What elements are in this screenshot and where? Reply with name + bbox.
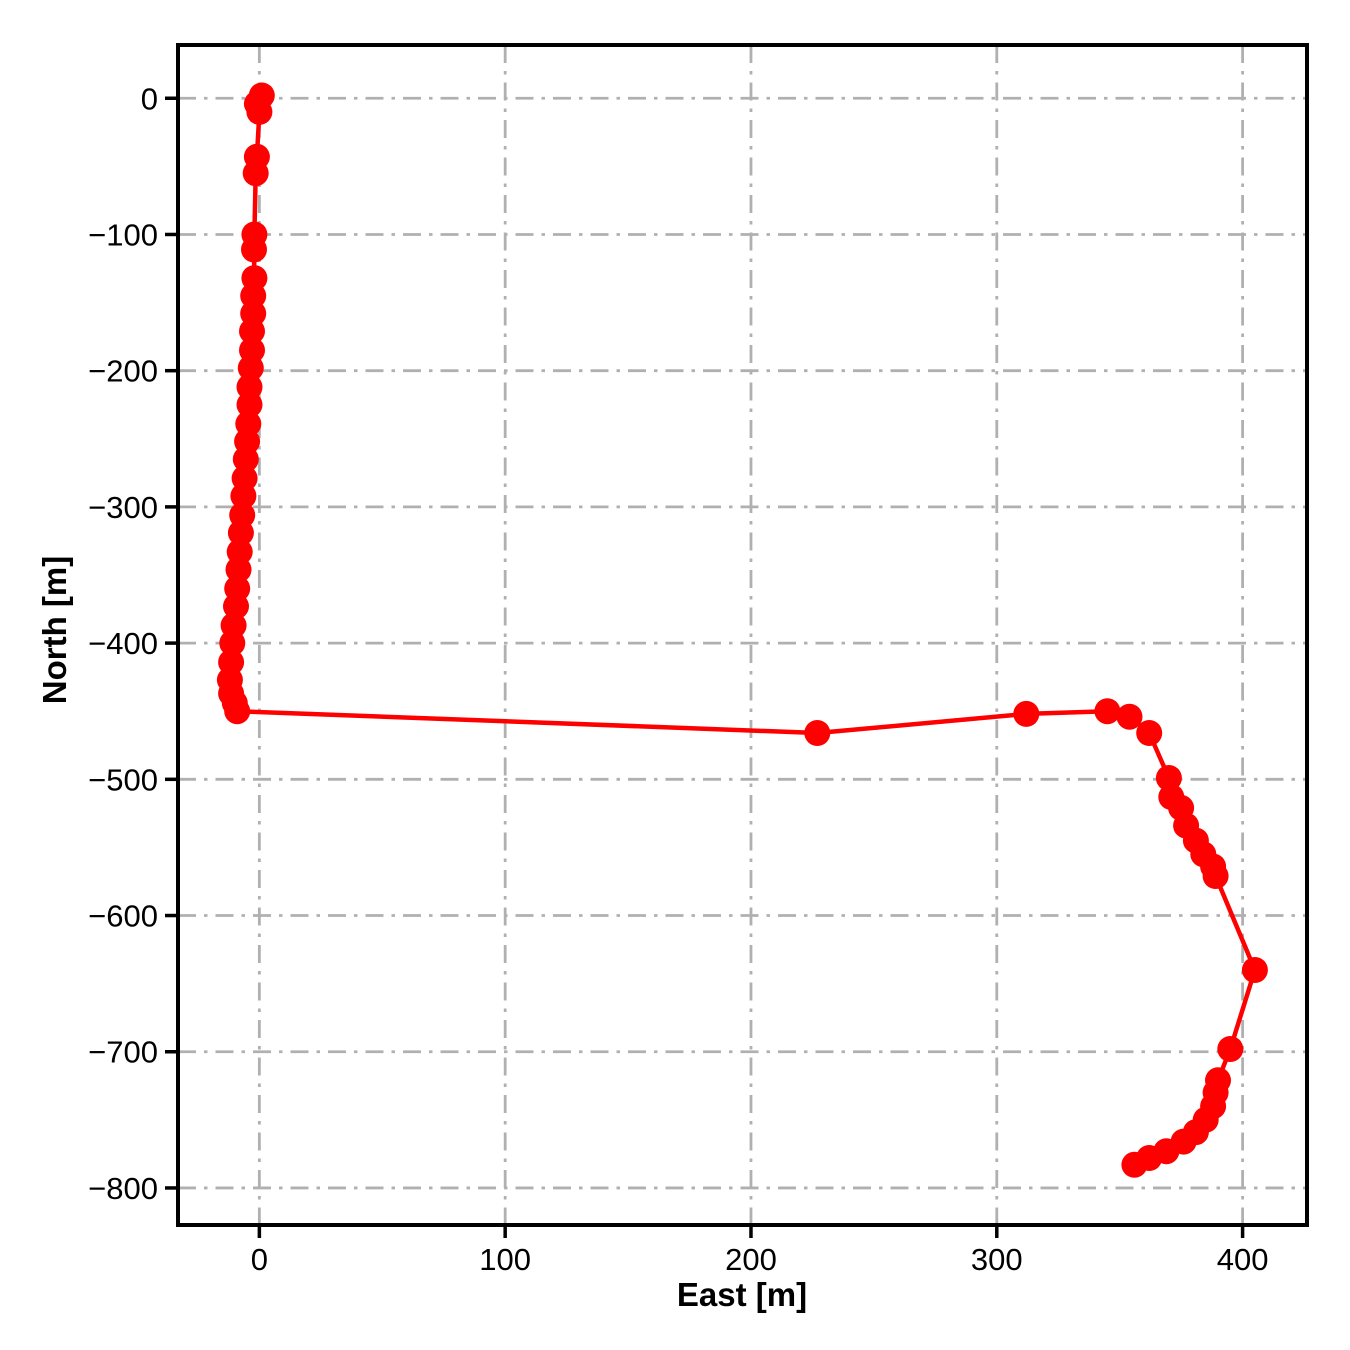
data-point-marker <box>225 556 252 583</box>
y-tick-label: −200 <box>88 354 158 389</box>
y-tick-label: −300 <box>88 490 158 525</box>
y-tick-label: 0 <box>141 81 158 116</box>
y-tick-label: −100 <box>88 217 158 252</box>
data-point-marker <box>1094 698 1121 725</box>
y-tick-label: −400 <box>88 626 158 661</box>
x-tick-label: 100 <box>479 1242 531 1277</box>
data-point-marker <box>1136 720 1163 746</box>
x-tick-label: 400 <box>1217 1242 1269 1277</box>
axes-spines <box>176 43 1309 1227</box>
data-point-marker <box>230 483 257 509</box>
y-tick-label: −700 <box>88 1035 158 1070</box>
data-point-marker <box>237 355 264 381</box>
data-point-marker <box>224 698 251 725</box>
data-point-marker <box>1155 765 1182 791</box>
data-point-marker <box>1116 703 1143 730</box>
data-point-marker <box>1202 863 1229 889</box>
data-point-marker <box>1241 957 1268 983</box>
data-point-marker <box>223 593 249 620</box>
data-point-marker <box>242 160 269 187</box>
x-tick-label: 200 <box>725 1242 777 1277</box>
y-tick-label: −600 <box>88 899 158 934</box>
data-point-marker <box>227 519 254 546</box>
data-point-marker <box>239 318 265 345</box>
data-point-marker <box>236 391 263 418</box>
y-tick-label: −800 <box>88 1171 158 1206</box>
data-point-marker <box>246 98 273 125</box>
data-point-marker <box>219 630 246 657</box>
y-axis-label: North [m] <box>36 555 73 705</box>
x-tick-label: 300 <box>971 1242 1023 1277</box>
y-tick-label: −500 <box>88 762 158 797</box>
x-axis-label: East [m] <box>676 1276 808 1313</box>
x-tick-label: 0 <box>251 1242 268 1277</box>
data-point-marker <box>1013 700 1040 727</box>
data-point-marker <box>232 446 259 473</box>
data-point-marker <box>1121 1151 1148 1178</box>
data-point-marker <box>1217 1036 1244 1062</box>
data-point-marker <box>241 236 267 263</box>
data-point-marker <box>804 720 831 746</box>
